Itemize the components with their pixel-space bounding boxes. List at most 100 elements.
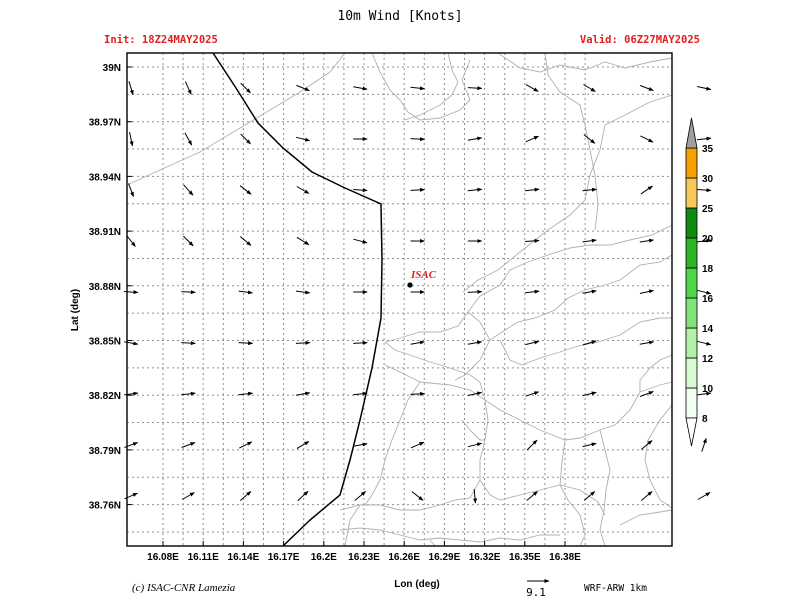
wind-arrow	[697, 289, 712, 295]
wind-arrow	[639, 289, 654, 294]
colorbar-level-label: 8	[702, 414, 708, 425]
colorbar-level-label: 18	[702, 264, 714, 275]
station-marker[interactable]: ISAC	[407, 269, 437, 288]
x-tick-label: 16.17E	[268, 552, 300, 563]
wind-arrow	[697, 492, 711, 500]
wind-arrow	[697, 238, 712, 243]
wind-arrow	[525, 84, 539, 92]
wind-arrow	[410, 86, 425, 91]
x-tick-label: 16.11E	[188, 552, 219, 563]
wind-arrow	[583, 134, 596, 144]
wind-arrow	[296, 84, 310, 92]
colorbar-segment	[685, 177, 698, 209]
colorbar-bottom-tip	[685, 417, 698, 447]
y-tick-label: 38.82N	[89, 391, 121, 402]
wind-arrow	[129, 132, 134, 147]
init-time-label: Init: 18Z24MAY2025	[104, 34, 218, 46]
wind-arrow	[640, 135, 654, 143]
colorbar-level-label: 35	[702, 144, 714, 155]
wind-arrow	[525, 135, 539, 143]
x-axis-label: Lon (deg)	[394, 579, 440, 590]
wind-arrow	[582, 289, 597, 294]
wind-arrow	[701, 437, 707, 452]
colorbar: 8 10 12 14 16 18 20 25 30 35	[685, 117, 714, 447]
wind-arrow	[184, 132, 193, 146]
wind-arrow	[183, 235, 194, 247]
wind-arrow	[582, 391, 597, 397]
wind-arrow	[411, 491, 424, 501]
wind-arrow	[640, 440, 653, 450]
wind-arrow	[123, 290, 139, 295]
colorbar-level-label: 16	[702, 294, 714, 305]
x-tick-label: 16.38E	[549, 552, 581, 563]
x-tick-label: 16.32E	[469, 552, 501, 563]
wind-arrow	[238, 341, 254, 346]
wind-arrow	[239, 491, 252, 501]
credit-text: (c) ISAC-CNR Lamezia	[132, 582, 236, 594]
wind-arrow	[183, 184, 194, 196]
wind-arrow	[640, 185, 653, 195]
x-tick-label: 16.14E	[228, 552, 260, 563]
colorbar-level-label: 30	[702, 174, 714, 185]
wind-arrow	[181, 391, 196, 396]
wind-arrow	[525, 289, 540, 294]
wind-arrow	[353, 340, 368, 345]
x-tick-label: 16.35E	[509, 552, 541, 563]
y-tick-label: 38.97N	[89, 118, 121, 129]
wind-arrow	[639, 238, 655, 243]
wind-arrow	[696, 136, 712, 141]
wind-arrow	[128, 81, 134, 96]
wind-arrow	[697, 340, 712, 346]
x-tick-labels: 16.08E 16.11E 16.14E 16.17E 16.2E 16.23E 16.26…	[147, 541, 581, 563]
y-tick-label: 38.91N	[89, 227, 121, 238]
wind-arrow	[582, 238, 597, 243]
wind-arrow	[126, 235, 136, 247]
wind-arrow	[181, 341, 196, 346]
wind-arrow	[354, 491, 366, 501]
wind-arrow	[239, 236, 252, 246]
wind-arrow	[473, 488, 478, 504]
wind-arrow	[639, 391, 654, 397]
wind-arrow	[525, 391, 540, 397]
wind-arrow	[467, 289, 483, 294]
wind-arrow	[240, 133, 251, 145]
x-tick-label: 16.08E	[147, 552, 179, 563]
y-tick-label: 38.76N	[89, 501, 121, 512]
wind-arrow	[353, 238, 368, 244]
wind-arrow	[410, 187, 425, 192]
wind-arrow	[410, 441, 425, 449]
wind-arrow	[526, 491, 538, 501]
colorbar-segment	[685, 267, 698, 299]
wind-arrow	[640, 491, 653, 501]
station-dot	[407, 282, 413, 288]
plot-frame	[126, 52, 673, 547]
x-tick-label: 16.29E	[429, 552, 461, 563]
wind-arrow	[582, 187, 597, 192]
wind-arrow	[467, 340, 483, 345]
colorbar-segment	[685, 237, 698, 269]
wind-arrow	[467, 187, 483, 192]
wind-arrow	[467, 86, 483, 91]
coastline	[212, 53, 383, 546]
wind-arrow	[582, 340, 597, 346]
lat-lon-grid	[127, 53, 672, 546]
colorbar-top-tip	[685, 117, 698, 149]
wind-arrow	[525, 340, 540, 346]
wind-vectors	[123, 81, 712, 504]
colorbar-level-label: 14	[702, 324, 714, 335]
wind-arrow	[410, 391, 425, 396]
wind-arrow	[353, 442, 368, 447]
wind-arrow	[238, 391, 254, 396]
wind-arrow	[295, 136, 311, 142]
colorbar-segment	[685, 147, 698, 179]
station-label: ISAC	[410, 269, 437, 281]
admin-borders	[127, 53, 672, 546]
wind-arrow	[696, 188, 712, 193]
colorbar-level-label: 20	[702, 234, 714, 245]
colorbar-segment	[685, 387, 698, 419]
colorbar-segment	[685, 357, 698, 389]
wind-arrow	[128, 183, 134, 198]
wind-arrow	[353, 86, 368, 91]
wind-arrow	[238, 290, 253, 295]
wind-arrow	[239, 185, 252, 195]
